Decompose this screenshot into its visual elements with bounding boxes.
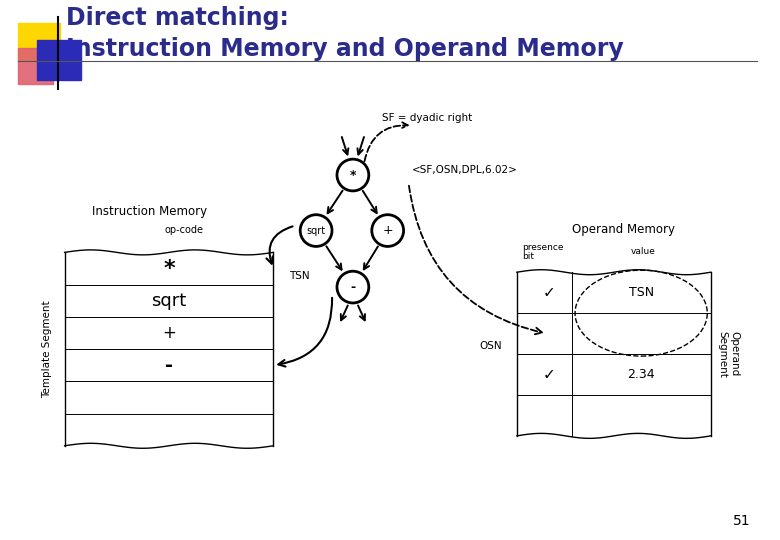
Text: 51: 51 (733, 514, 750, 528)
Text: Operand Memory: Operand Memory (573, 222, 675, 235)
Text: presence: presence (522, 244, 563, 252)
Text: Direct matching:: Direct matching: (66, 5, 289, 30)
Text: ✓: ✓ (543, 285, 555, 300)
Text: sqrt: sqrt (307, 226, 326, 235)
Text: Instruction Memory: Instruction Memory (91, 205, 207, 218)
Text: TSN: TSN (629, 286, 654, 299)
Text: -: - (165, 356, 173, 375)
Text: Instruction Memory and Operand Memory: Instruction Memory and Operand Memory (66, 37, 624, 61)
Bar (18, 23, 59, 61)
Text: <SF,OSN,DPL,6.02>: <SF,OSN,DPL,6.02> (412, 165, 517, 175)
Text: Template Segment: Template Segment (41, 300, 51, 398)
Circle shape (337, 271, 369, 303)
Text: -: - (350, 281, 356, 294)
FancyArrowPatch shape (364, 123, 408, 161)
Bar (18, 49, 53, 84)
Text: bit: bit (522, 252, 534, 261)
Bar (37, 40, 80, 79)
Text: sqrt: sqrt (151, 292, 186, 310)
Circle shape (300, 215, 332, 246)
Text: SF = dyadic right: SF = dyadic right (382, 113, 473, 124)
Text: TSN: TSN (289, 271, 310, 281)
Text: 2.34: 2.34 (627, 368, 655, 381)
Text: *: * (349, 168, 356, 181)
Text: +: + (382, 224, 393, 237)
Circle shape (337, 159, 369, 191)
Text: OSN: OSN (480, 341, 502, 351)
Text: +: + (162, 324, 176, 342)
Text: ✓: ✓ (543, 367, 555, 382)
FancyArrowPatch shape (267, 226, 292, 264)
FancyArrowPatch shape (278, 298, 332, 367)
Text: op-code: op-code (165, 225, 204, 234)
FancyArrowPatch shape (409, 186, 542, 334)
Circle shape (372, 215, 403, 246)
Text: value: value (630, 247, 655, 256)
Text: *: * (163, 259, 175, 279)
Text: Operand
Segment: Operand Segment (718, 330, 739, 377)
